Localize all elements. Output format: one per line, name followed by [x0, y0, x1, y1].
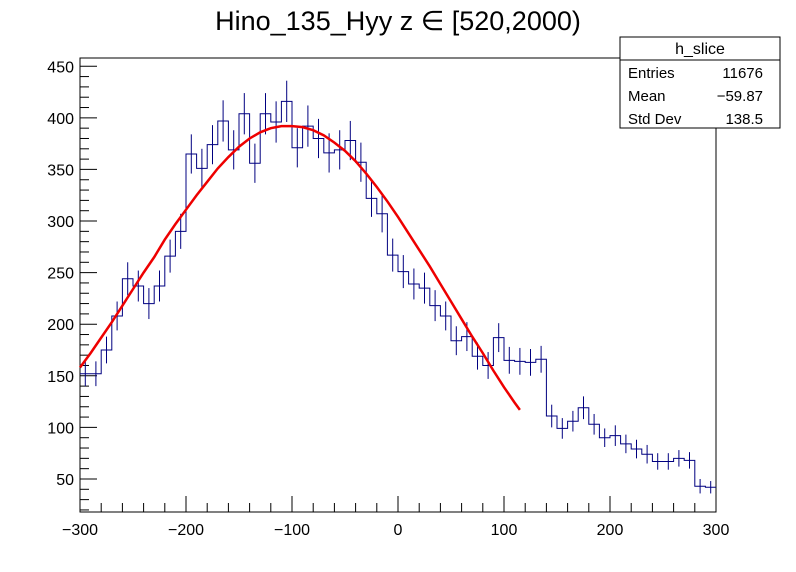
y-tick-label: 450: [47, 59, 74, 76]
y-tick-label: 200: [47, 317, 74, 334]
x-tick-label: −100: [274, 522, 310, 539]
y-tick-label: 300: [47, 214, 74, 231]
stats-entries-label: Entries: [628, 65, 675, 82]
stats-box-title: h_slice: [675, 41, 725, 58]
histogram-series: [80, 80, 716, 494]
y-tick-label: 400: [47, 111, 74, 128]
stats-mean-value: −59.87: [717, 88, 763, 105]
y-tick-label: 150: [47, 369, 74, 386]
y-tick-label: 50: [56, 472, 74, 489]
x-tick-label: 100: [491, 522, 518, 539]
chart-title: Hino_135_Hyy z ∈ [520,2000): [215, 6, 581, 36]
x-tick-label: −200: [168, 522, 204, 539]
stats-mean-label: Mean: [628, 88, 666, 105]
y-tick-label: 100: [47, 420, 74, 437]
fit-curve: [78, 124, 521, 411]
stats-box-frame: [619, 36, 781, 129]
gaussian-fit-series: [78, 124, 521, 411]
y-axis: 50 100 150 200 250 300 350 400 450: [47, 59, 97, 511]
y-tick-label: 350: [47, 162, 74, 179]
x-tick-label: 200: [597, 522, 624, 539]
y-tick-label: 250: [47, 266, 74, 283]
stats-stddev-label: Std Dev: [628, 111, 682, 128]
x-tick-label: −300: [62, 522, 98, 539]
x-axis: −300 −200 −100 0 100 200 300: [62, 496, 729, 539]
stats-box: h_slice Entries 11676 Mean −59.87 Std De…: [619, 36, 781, 129]
stats-stddev-value: 138.5: [725, 111, 763, 128]
x-tick-label: 300: [703, 522, 730, 539]
x-tick-label: 0: [394, 522, 403, 539]
stats-entries-value: 11676: [722, 65, 763, 82]
